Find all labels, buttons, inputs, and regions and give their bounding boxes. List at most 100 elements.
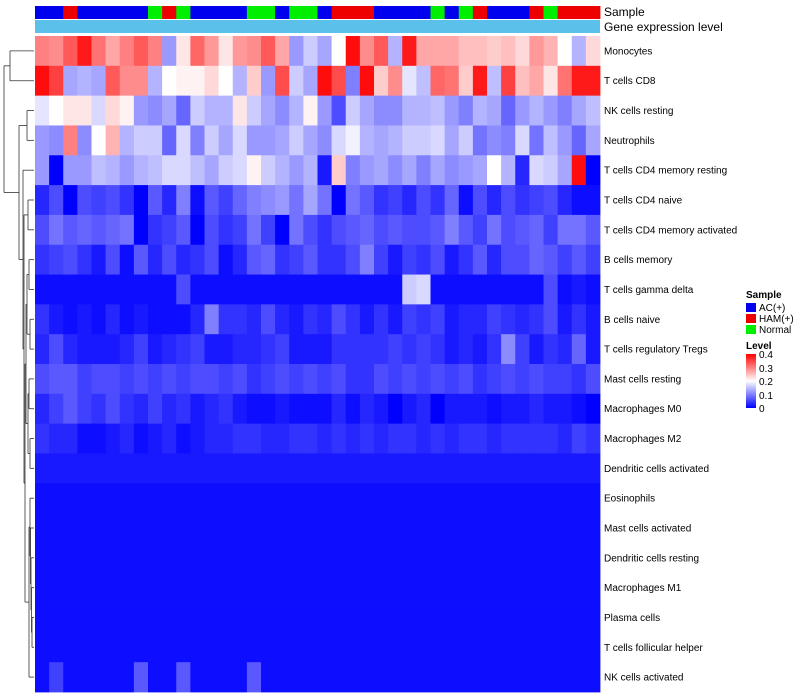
heatmap-cell [458,244,474,275]
heatmap-cell [543,95,559,126]
heatmap-cell [133,453,149,484]
heatmap-cell [289,304,304,335]
heatmap-cell [388,602,403,633]
heatmap-cell [458,453,474,484]
heatmap-cell [501,513,516,544]
heatmap-cell [402,632,417,663]
sample-annotation-cell [162,6,177,19]
heatmap-cell [416,423,431,454]
heatmap-cell [176,125,191,156]
heatmap-cell [35,542,50,574]
heatmap-cell [515,95,530,126]
heatmap-cell [303,155,318,186]
heatmap-cell [35,155,50,186]
annotation-label-gene-expression: Gene expression level [604,20,723,34]
heatmap-cell [148,602,163,633]
heatmap-cell [275,95,290,126]
heatmap-cell [345,155,361,186]
heatmap-cell [303,513,318,544]
heatmap-cell [416,65,431,97]
heatmap-cell [571,185,587,216]
heatmap-cell [246,274,262,305]
heatmap-cell [190,125,205,156]
heatmap-cell [105,274,121,305]
heatmap-cell [501,393,516,425]
sample-legend-swatch-ham [746,314,756,323]
sample-annotation-cell [218,6,234,19]
row-label: T cells CD8 [604,76,656,87]
heatmap-cell [374,513,389,544]
heatmap-cell [148,244,163,275]
heatmap-cell [91,304,107,335]
heatmap-cell [176,364,191,395]
heatmap-cell [345,364,361,395]
heatmap-cell [487,662,502,693]
heatmap-cell [359,185,375,216]
heatmap-cell [430,632,446,663]
heatmap-cell [444,244,460,275]
heatmap-cell [119,364,135,395]
heatmap-cell [232,304,248,335]
heatmap-cell [458,662,474,693]
heatmap-cell [543,36,559,67]
heatmap-cell [162,423,177,454]
heatmap-cell [557,602,573,633]
heatmap-cell [303,36,318,67]
heatmap-cell [374,632,389,663]
heatmap-cell [430,95,446,126]
heatmap-cell [133,602,149,633]
row-label: Monocytes [604,46,652,57]
heatmap-cell [35,125,50,156]
heatmap-cell [77,513,92,544]
level-legend-tick: 0.1 [759,391,773,402]
heatmap-cell [49,483,64,514]
heatmap-cell [501,155,516,186]
heatmap-cell [218,274,234,305]
heatmap-cell [162,65,177,97]
heatmap-cell [275,125,290,156]
heatmap-cell [543,453,559,484]
heatmap-cell [289,125,304,156]
heatmap-cell [388,483,403,514]
heatmap-cell [63,572,78,603]
level-legend-colorbar [746,354,756,408]
heatmap-cell [91,632,107,663]
heatmap-cell [218,602,234,633]
heatmap-cell [303,125,318,156]
heatmap-cell [63,483,78,514]
heatmap-cell [430,334,446,365]
heatmap-cell [430,572,446,603]
heatmap-cell [261,364,276,395]
heatmap-cell [204,632,220,663]
heatmap-cell [317,632,333,663]
heatmap-cell [289,155,304,186]
heatmap-cell [444,304,460,335]
heatmap-cell [91,36,107,67]
heatmap-cell [487,36,502,67]
heatmap-cell [63,185,78,216]
heatmap-cell [374,453,389,484]
heatmap-cell [35,364,50,395]
heatmap-cell [105,364,121,395]
sample-legend-label-ham: HAM(+) [759,314,794,325]
heatmap-cell [571,95,587,126]
heatmap-cell [77,542,92,574]
heatmap-cell [91,662,107,693]
heatmap-cell [162,334,177,365]
heatmap-cell [232,542,248,574]
heatmap-cell [190,513,205,544]
heatmap-cell [557,334,573,365]
heatmap-cell [359,662,375,693]
heatmap-cell [119,453,135,484]
heatmap-cell [444,364,460,395]
heatmap-cell [430,304,446,335]
heatmap-cell [543,65,559,97]
heatmap-cell [133,393,149,425]
heatmap-cell [557,513,573,544]
heatmap-cell [77,453,92,484]
heatmap-cell [416,572,431,603]
heatmap-cell [501,662,516,693]
heatmap-cell [515,602,530,633]
heatmap-cell [515,423,530,454]
heatmap-cell [77,125,92,156]
